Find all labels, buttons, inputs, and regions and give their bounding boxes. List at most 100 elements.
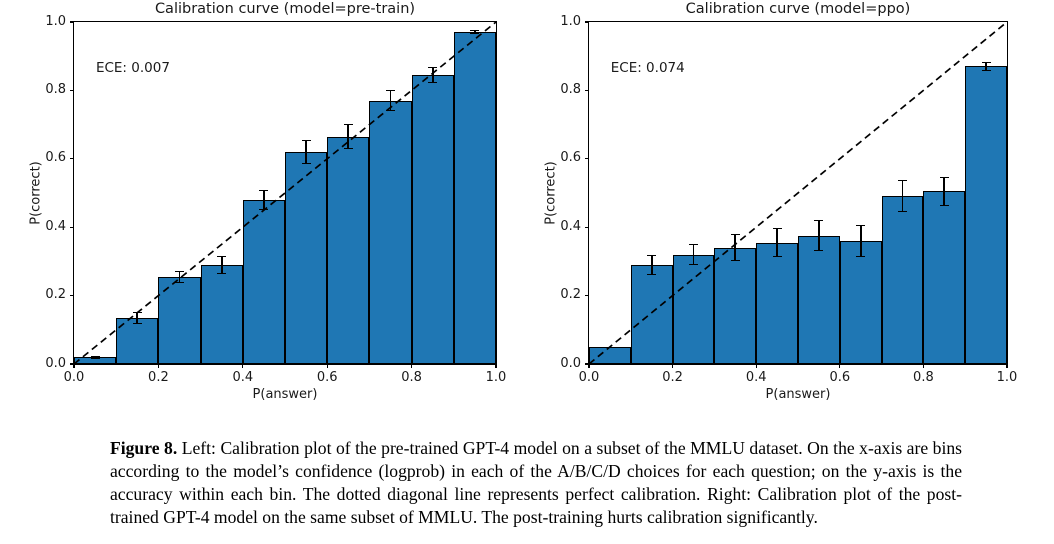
x-tick-label: 0.2 (148, 370, 169, 385)
histogram-bar (839, 240, 882, 364)
histogram-bar (630, 264, 673, 364)
y-tick-mark (70, 158, 74, 160)
x-axis-label: P(answer) (765, 387, 831, 402)
histogram-bar (798, 235, 840, 364)
x-tick-label: 0.0 (63, 370, 85, 385)
y-tick-mark (70, 363, 74, 365)
ece-annotation-pretrain: ECE: 0.007 (95, 59, 170, 76)
y-tick-label: 0.6 (560, 150, 581, 166)
x-tick-label: 0.8 (401, 370, 422, 385)
histogram-bar (923, 191, 966, 364)
x-tick-mark (495, 364, 497, 368)
error-bar (856, 225, 866, 257)
y-tick-mark (585, 295, 589, 297)
y-axis-label: P(correct) (28, 161, 44, 225)
y-tick-mark (585, 21, 589, 23)
error-bar (132, 312, 142, 324)
error-bar (386, 90, 395, 111)
histogram-bar (672, 254, 715, 364)
x-tick-label: 0.8 (913, 370, 934, 385)
histogram-bar (965, 66, 1007, 364)
histogram-bar (369, 100, 412, 364)
error-bar (90, 355, 100, 359)
x-tick-label: 1.0 (996, 370, 1018, 385)
y-tick-label: 1.0 (45, 13, 66, 29)
y-tick-mark (585, 158, 589, 160)
caption-text: Left: Calibration plot of the pre-traine… (110, 437, 962, 527)
x-tick-mark (411, 364, 413, 368)
error-bar (217, 255, 227, 275)
error-bar (814, 220, 824, 252)
figure-caption: Figure 8. Left: Calibration plot of the … (110, 437, 962, 529)
x-tick-mark (672, 364, 674, 368)
error-bar (772, 228, 782, 257)
y-tick-label: 0.4 (45, 218, 66, 234)
calibration-chart-ppo: Calibration curve (model=ppo) ECE: 0.074… (527, 0, 1054, 412)
error-bar (898, 180, 907, 213)
error-bar (259, 189, 269, 211)
ece-annotation-ppo: ECE: 0.074 (610, 59, 685, 76)
y-tick-mark (585, 363, 589, 365)
figure-label: Figure 8. (110, 437, 178, 458)
error-bar (689, 243, 698, 266)
error-bar (647, 254, 657, 276)
x-tick-label: 0.4 (232, 370, 254, 385)
error-bar (175, 270, 184, 283)
histogram-bar (327, 136, 370, 364)
histogram-bar (756, 242, 798, 364)
y-tick-mark (70, 21, 74, 23)
x-tick-label: 0.4 (745, 370, 767, 385)
chart-title-pretrain: Calibration curve (model=pre-train) (154, 1, 416, 17)
plot-area-ppo: Calibration curve (model=ppo) ECE: 0.074… (544, 1, 1018, 402)
histogram-bar (881, 196, 924, 364)
error-bar (939, 176, 949, 206)
y-axis-label: P(correct) (543, 161, 559, 225)
histogram-bar (589, 346, 631, 364)
x-tick-mark (157, 364, 159, 368)
x-tick-label: 0.6 (829, 370, 851, 385)
y-tick-label: 1.0 (560, 13, 581, 29)
histogram-bar (200, 264, 243, 364)
x-tick-mark (839, 364, 841, 368)
y-tick-label: 0.8 (45, 81, 66, 97)
x-tick-label: 0.2 (662, 370, 683, 385)
y-tick-mark (585, 89, 589, 91)
histogram-bar (285, 151, 328, 364)
y-tick-label: 0.2 (45, 287, 66, 303)
error-bar (343, 124, 353, 149)
error-bar (301, 140, 311, 164)
x-tick-mark (73, 364, 75, 368)
chart-title-ppo: Calibration curve (model=ppo) (685, 1, 911, 17)
x-axis-label: P(answer) (252, 387, 318, 402)
x-tick-label: 0.6 (316, 370, 338, 385)
y-tick-mark (585, 226, 589, 228)
x-tick-mark (1006, 364, 1008, 368)
x-tick-label: 0.0 (578, 370, 600, 385)
y-tick-label: 0.4 (560, 218, 581, 234)
plot-area-pretrain: Calibration curve (model=pre-train) ECE:… (29, 1, 507, 402)
y-tick-mark (70, 226, 74, 228)
histogram-bar (116, 317, 159, 364)
calibration-chart-pretrain: Calibration curve (model=pre-train) ECE:… (0, 0, 527, 412)
x-tick-mark (588, 364, 590, 368)
x-tick-mark (922, 364, 924, 368)
y-tick-label: 0.0 (560, 355, 581, 371)
histogram-bar (242, 199, 285, 364)
x-tick-mark (755, 364, 757, 368)
error-bar (428, 67, 438, 83)
error-bar (470, 30, 480, 35)
x-tick-mark (326, 364, 328, 368)
error-bar (730, 234, 740, 262)
histogram-bar (714, 247, 757, 364)
error-bar (981, 62, 991, 71)
histogram-bar (158, 276, 201, 364)
y-tick-mark (70, 295, 74, 297)
histogram-bar (411, 75, 454, 364)
histogram-bar (453, 32, 496, 364)
x-tick-mark (242, 364, 244, 368)
y-tick-label: 0.2 (560, 287, 581, 303)
y-tick-label: 0.0 (45, 355, 66, 371)
y-tick-label: 0.8 (560, 81, 581, 97)
y-tick-mark (70, 89, 74, 91)
